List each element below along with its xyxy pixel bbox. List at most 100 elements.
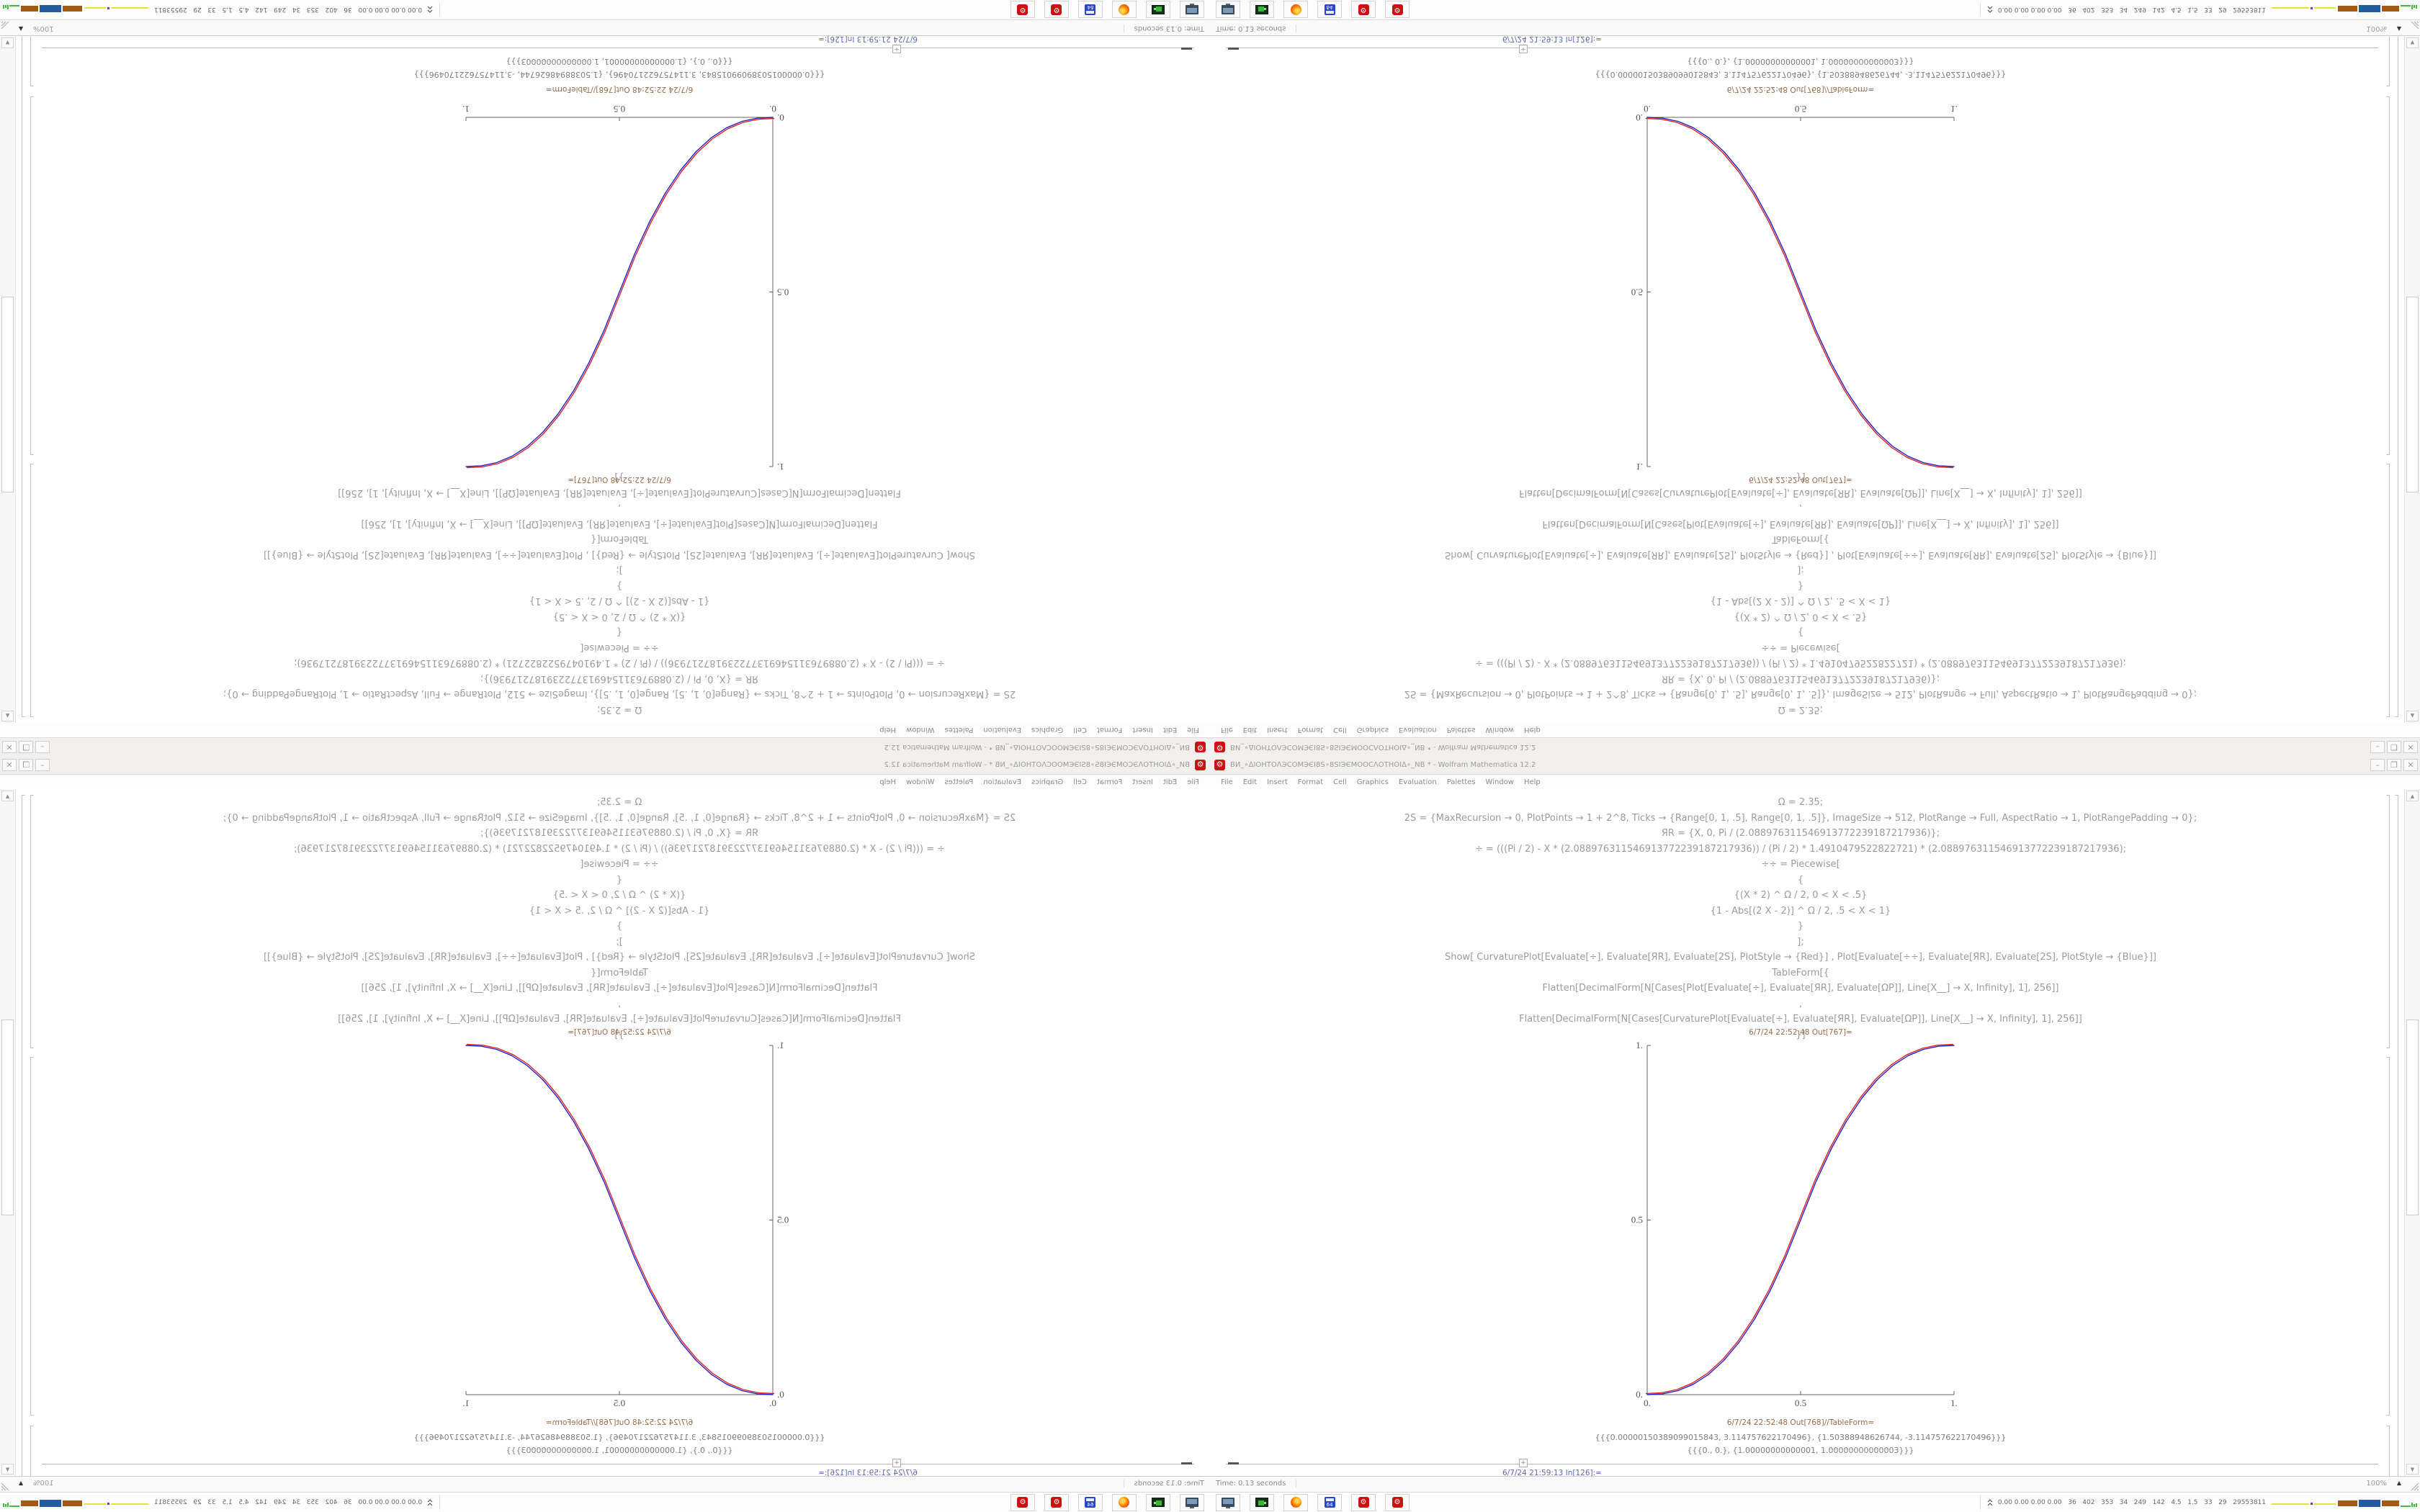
close-button[interactable]: ✕	[2403, 741, 2418, 753]
maximize-button[interactable]: ❐	[19, 759, 33, 771]
menu-item[interactable]: Edit	[1242, 726, 1258, 734]
insert-cell-plus-button[interactable]: +	[1519, 45, 1528, 53]
taskbar-item-mathematica-1[interactable]: ⚙	[1351, 1493, 1376, 1511]
cell-group-bracket[interactable]	[22, 36, 25, 717]
taskbar-item-firefox[interactable]	[1112, 1493, 1137, 1511]
output-cell-bracket[interactable]	[2386, 1426, 2390, 1476]
menu-item[interactable]: Cell	[1073, 778, 1087, 786]
menu-item[interactable]: Evaluation	[983, 778, 1022, 786]
menu-item[interactable]: Palettes	[944, 778, 974, 786]
vertical-scrollbar[interactable]: ▲ ▼	[0, 36, 16, 723]
magnification-value[interactable]: 100%	[33, 1480, 54, 1488]
minimize-button[interactable]: –	[35, 741, 50, 753]
insert-cell-plus-button[interactable]: +	[1519, 1459, 1528, 1467]
taskbar-item-app64[interactable]: 64	[1078, 1493, 1103, 1511]
taskbar-item-firefox[interactable]	[1112, 1, 1137, 19]
taskbar-item-mathematica-1[interactable]: ⚙	[1044, 1, 1069, 19]
chevron-up-icon[interactable]	[1986, 5, 1994, 15]
output-cell-bracket[interactable]	[2386, 96, 2390, 455]
scroll-down-arrow-icon[interactable]: ▼	[1, 37, 14, 48]
cell-group-bracket[interactable]	[2395, 795, 2398, 1476]
menu-item[interactable]: Edit	[1162, 726, 1178, 734]
minimize-button[interactable]: –	[2370, 759, 2385, 771]
taskbar-item-mathematica-1[interactable]: ⚙	[1044, 1493, 1069, 1511]
menu-item[interactable]: File	[1221, 726, 1233, 734]
menu-item[interactable]: Evaluation	[1398, 778, 1437, 786]
scroll-down-arrow-icon[interactable]: ▼	[2406, 37, 2419, 48]
taskbar-item-mathematica-2[interactable]: ⚙	[1010, 1493, 1035, 1511]
maximize-button[interactable]: ❐	[19, 741, 33, 753]
resize-grip-icon[interactable]	[1, 1481, 11, 1491]
menu-item[interactable]: Format	[1096, 726, 1123, 734]
input-cell[interactable]: Ω = 2.35; 2S = {MaxRecursion → 0, PlotPoi…	[1210, 469, 2391, 717]
taskbar-item-app64[interactable]: 64	[1317, 1493, 1342, 1511]
taskbar-item-disk[interactable]	[1146, 1493, 1170, 1511]
taskbar-item-mathematica-2[interactable]: ⚙	[1385, 1, 1410, 19]
magnification-dropdown-icon[interactable]: ▲	[19, 1480, 24, 1486]
taskbar-item-display[interactable]	[1180, 1, 1204, 19]
menu-item[interactable]: Graphics	[1356, 778, 1389, 786]
taskbar-item-firefox[interactable]	[1283, 1, 1308, 19]
menu-item[interactable]: Evaluation	[983, 726, 1022, 734]
menu-item[interactable]: Insert	[1132, 726, 1153, 734]
scroll-up-arrow-icon[interactable]: ▲	[2406, 711, 2419, 721]
magnification-dropdown-icon[interactable]: ▲	[2396, 1480, 2401, 1486]
input-cell-bracket[interactable]	[2386, 795, 2390, 1048]
chevron-up-icon[interactable]	[426, 5, 434, 15]
magnification-dropdown-icon[interactable]: ▲	[19, 26, 24, 32]
menu-item[interactable]: Graphics	[1031, 778, 1064, 786]
magnification-value[interactable]: 100%	[2366, 24, 2387, 32]
output-cell-bracket[interactable]	[2386, 36, 2390, 86]
taskbar-item-mathematica-2[interactable]: ⚙	[1385, 1493, 1410, 1511]
menu-item[interactable]: Insert	[1267, 778, 1288, 786]
menu-item[interactable]: Edit	[1162, 778, 1178, 786]
chevron-up-icon[interactable]	[1986, 1498, 1994, 1508]
menu-item[interactable]: Help	[1523, 778, 1541, 786]
close-button[interactable]: ✕	[2403, 759, 2418, 771]
taskbar-item-app64[interactable]: 64	[1078, 1, 1103, 19]
menu-item[interactable]: Window	[906, 778, 935, 786]
menu-item[interactable]: Help	[879, 778, 897, 786]
cell-group-bracket[interactable]	[2395, 36, 2398, 717]
magnification-value[interactable]: 100%	[2366, 1480, 2387, 1488]
output-cell-bracket[interactable]	[30, 1426, 34, 1476]
taskbar-item-app64[interactable]: 64	[1317, 1, 1342, 19]
menu-item[interactable]: Insert	[1267, 726, 1288, 734]
insert-cell-plus-button[interactable]: +	[892, 1459, 901, 1467]
magnification-value[interactable]: 100%	[33, 24, 54, 32]
taskbar-item-display[interactable]	[1180, 1493, 1204, 1511]
menu-item[interactable]: Evaluation	[1398, 726, 1437, 734]
scroll-up-arrow-icon[interactable]: ▲	[2406, 791, 2419, 801]
input-cell[interactable]: Ω = 2.35; 2S = {MaxRecursion → 0, PlotPoi…	[1210, 795, 2391, 1043]
minimize-button[interactable]: –	[35, 759, 50, 771]
scrollbar-thumb[interactable]	[1, 297, 14, 492]
cell-group-bracket[interactable]	[22, 795, 25, 1476]
menu-item[interactable]: File	[1221, 778, 1233, 786]
menu-item[interactable]: Palettes	[1446, 726, 1476, 734]
menu-item[interactable]: Help	[1523, 726, 1541, 734]
taskbar-item-disk[interactable]	[1250, 1493, 1274, 1511]
menu-item[interactable]: Palettes	[944, 726, 974, 734]
menu-item[interactable]: Edit	[1242, 778, 1258, 786]
resize-grip-icon[interactable]	[1, 21, 11, 31]
vertical-scrollbar[interactable]: ▲ ▼	[2404, 789, 2420, 1476]
scrollbar-thumb[interactable]	[1, 1020, 14, 1215]
menu-item[interactable]: Cell	[1073, 726, 1087, 734]
scrollbar-thumb[interactable]	[2406, 297, 2419, 492]
scroll-up-arrow-icon[interactable]: ▲	[1, 791, 14, 801]
input-cell[interactable]: Ω = 2.35; 2S = {MaxRecursion → 0, PlotPoi…	[29, 795, 1210, 1043]
taskbar-item-display[interactable]	[1216, 1493, 1240, 1511]
close-button[interactable]: ✕	[2, 759, 17, 771]
input-cell-bracket[interactable]	[2386, 464, 2390, 717]
scroll-up-arrow-icon[interactable]: ▲	[1, 711, 14, 721]
menu-item[interactable]: Cell	[1333, 726, 1347, 734]
vertical-scrollbar[interactable]: ▲ ▼	[2404, 36, 2420, 723]
menu-item[interactable]: Format	[1297, 726, 1324, 734]
menu-item[interactable]: Insert	[1132, 778, 1153, 786]
taskbar-item-display[interactable]	[1216, 1, 1240, 19]
input-cell[interactable]: Ω = 2.35; 2S = {MaxRecursion → 0, PlotPoi…	[29, 469, 1210, 717]
taskbar-item-disk[interactable]	[1146, 1, 1170, 19]
menu-item[interactable]: Cell	[1333, 778, 1347, 786]
output-cell-bracket[interactable]	[30, 36, 34, 86]
output-cell-bracket[interactable]	[30, 96, 34, 455]
